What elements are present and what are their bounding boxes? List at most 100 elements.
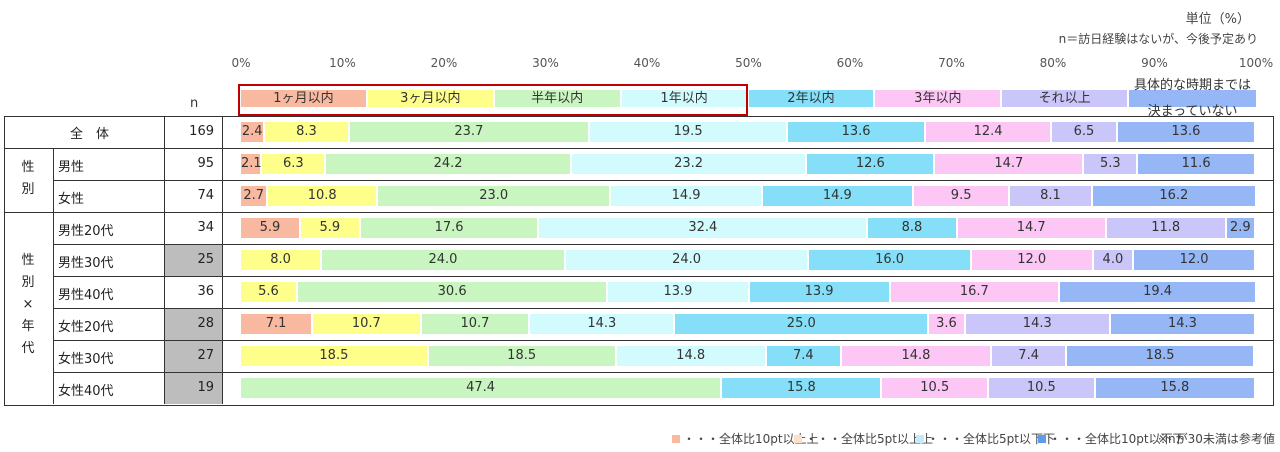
bar-segment: 7.1 (241, 314, 312, 334)
bar-segment: 18.5 (241, 346, 427, 366)
x-tick-label: 0% (231, 56, 251, 70)
row-label: 女性20代 (58, 320, 114, 335)
row-label: 女性40代 (58, 384, 114, 399)
group-char: 代 (21, 341, 35, 356)
bar-segment: 5.3 (1084, 154, 1137, 174)
bar-segment: 23.2 (571, 154, 806, 174)
n-cell-shade (164, 341, 222, 372)
bar-segment: 8.0 (241, 250, 321, 270)
n-value: 27 (197, 348, 214, 363)
bar-segment: 14.9 (762, 186, 912, 206)
bar-segment: 2.9 (1226, 218, 1254, 238)
legend-item: 3年以内 (875, 90, 1001, 107)
bar-segment: 10.7 (421, 314, 529, 334)
footer-note: ※nが30未満は参考値 (1158, 432, 1275, 446)
bar-segment: 14.3 (965, 314, 1109, 334)
bar-segment: 12.0 (971, 250, 1092, 270)
row-label: 男性30代 (58, 256, 114, 271)
bar-segment: 19.5 (590, 122, 787, 142)
legend-swatch (1129, 90, 1256, 107)
bar-segment: 32.4 (539, 218, 867, 238)
bar-segment: 16.2 (1092, 186, 1255, 206)
bar-segment: 17.6 (360, 218, 538, 238)
bar-segment: 14.3 (530, 314, 674, 334)
sample-note: n＝訪日経験はないが、今後予定あり (1058, 32, 1258, 46)
n-value: 28 (197, 316, 214, 331)
x-tick-label: 70% (938, 56, 965, 70)
legend-item: 1年以内 (621, 90, 747, 107)
footer-label: ・・・全体比5pt以下下 (927, 432, 1055, 446)
n-value: 95 (197, 156, 214, 171)
n-cell-shade (164, 373, 222, 404)
bar-segment: 12.4 (926, 122, 1050, 142)
legend-item-label: 具体的な時期までは (1134, 78, 1252, 93)
col-divider (164, 116, 165, 404)
bar-segment: 16.0 (809, 250, 970, 270)
bar-segment: 10.5 (989, 378, 1094, 398)
row-label: 女性 (58, 192, 85, 207)
bar-segment: 6.5 (1051, 122, 1116, 142)
group-char: 性 (21, 160, 35, 175)
footer-swatch (672, 435, 680, 443)
legend-item: 3ヶ月以内 (367, 90, 493, 107)
bar-segment: 3.6 (929, 314, 964, 334)
bar-segment: 10.7 (313, 314, 420, 334)
footer-legend-item: ・・・全体比10pt以下下 (1038, 430, 1185, 447)
total-label: 全 体 (70, 127, 110, 142)
bar-segment: 8.8 (868, 218, 956, 238)
bar-segment: 12.6 (807, 154, 934, 174)
bar-segment: 7.4 (992, 346, 1066, 366)
bar-segment: 7.4 (766, 346, 840, 366)
bar-segment: 10.8 (268, 186, 376, 206)
bar-segment: 14.7 (935, 154, 1083, 174)
bar-segment: 9.5 (913, 186, 1009, 206)
bar-segment: 14.7 (957, 218, 1105, 238)
n-value: 74 (197, 188, 214, 203)
bar-segment: 19.4 (1060, 282, 1255, 302)
footer-swatch (1038, 435, 1046, 443)
x-tick-label: 30% (532, 56, 559, 70)
row-label: 男性 (58, 160, 85, 175)
n-header: n (190, 96, 199, 111)
row-divider (4, 212, 1274, 213)
col-divider (222, 116, 223, 404)
x-tick-label: 40% (633, 56, 661, 70)
bar-segment: 18.5 (1067, 346, 1253, 366)
bar-segment: 13.9 (749, 282, 889, 302)
x-tick-label: 60% (836, 56, 864, 70)
bar-segment: 23.0 (378, 186, 610, 206)
bar-segment: 5.9 (300, 218, 359, 238)
row-label: 男性40代 (58, 288, 114, 303)
bar-segment: 24.0 (565, 250, 808, 270)
n-value: 25 (197, 252, 214, 267)
row-divider (53, 308, 1274, 309)
gender-group-label: 性別 (18, 157, 38, 201)
x-tick-label: 10% (329, 56, 356, 70)
bar-segment: 14.9 (611, 186, 761, 206)
bar-segment: 30.6 (297, 282, 607, 302)
bar-segment: 2.4 (241, 122, 264, 142)
bar-segment: 2.7 (241, 186, 267, 206)
footer-legend-item: ・・・全体比5pt以下下 (916, 430, 1055, 447)
footer-label: ・・・全体比10pt以下下 (1049, 432, 1185, 446)
bar-segment: 5.6 (241, 282, 296, 302)
bar-segment: 24.2 (326, 154, 570, 174)
row-divider (53, 340, 1274, 341)
row-divider (4, 148, 1274, 149)
row-divider (53, 372, 1274, 373)
bar-segment: 12.0 (1134, 250, 1254, 270)
bar-segment: 5.9 (241, 218, 299, 238)
row-divider (53, 180, 1274, 181)
bar-segment: 8.1 (1010, 186, 1091, 206)
n-value: 34 (197, 220, 214, 235)
group-char: 別 (21, 182, 35, 197)
n-value: 169 (189, 124, 214, 139)
footer-legend-item: ・・・全体比10pt以上上 (672, 430, 819, 447)
footer-label: ・・・全体比5pt以上上 (805, 432, 933, 446)
n-value: 19 (197, 380, 214, 395)
bar-segment: 13.9 (608, 282, 748, 302)
bar-segment: 47.4 (241, 378, 721, 398)
bar-segment: 14.3 (1110, 314, 1254, 334)
bar-segment: 13.6 (788, 122, 925, 142)
bar-segment: 11.8 (1106, 218, 1225, 238)
